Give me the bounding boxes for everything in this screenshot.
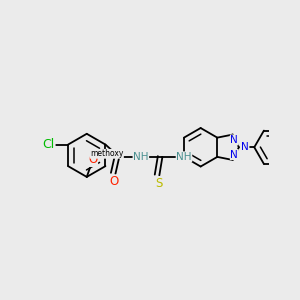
Text: N: N <box>230 150 238 160</box>
Text: N: N <box>230 135 238 145</box>
Text: NH: NH <box>133 152 148 162</box>
Text: methoxy: methoxy <box>90 149 124 158</box>
Text: O: O <box>88 154 98 166</box>
Text: S: S <box>156 177 163 190</box>
Text: NH: NH <box>176 152 192 162</box>
Text: O: O <box>109 175 119 188</box>
Text: Cl: Cl <box>43 138 55 151</box>
Text: N: N <box>241 142 249 152</box>
